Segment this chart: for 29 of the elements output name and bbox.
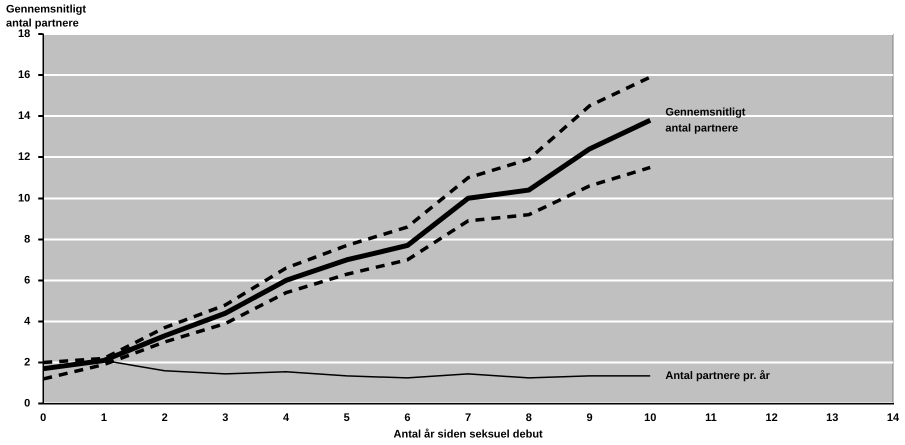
x-tick-label: 0	[40, 412, 46, 424]
x-tick-label: 6	[404, 412, 410, 424]
x-tick-label: 12	[765, 412, 778, 424]
x-tick-label: 10	[644, 412, 656, 424]
y-tick-label: 18	[18, 28, 30, 40]
y-tick-label: 8	[24, 233, 30, 246]
y-tick-label: 2	[24, 356, 30, 369]
y-tick-label: 16	[18, 69, 30, 82]
x-tick-label: 14	[886, 412, 900, 424]
series-label: Antal partnere pr. år	[665, 368, 771, 382]
y-tick-label: 6	[24, 274, 30, 286]
y-tick-label: 12	[18, 151, 30, 164]
x-tick-label: 2	[162, 412, 168, 424]
x-tick-label: 9	[586, 412, 593, 424]
x-tick-label: 5	[344, 412, 350, 424]
y-tick-label: 10	[18, 192, 30, 204]
x-tick-label: 7	[465, 412, 472, 424]
x-tick-label: 8	[526, 412, 532, 424]
x-axis-title: Antal år siden seksuel debut	[394, 427, 544, 440]
x-tick-label: 1	[100, 412, 107, 424]
y-tick-label: 4	[24, 316, 32, 328]
y-axis-title: Gennemsnitligt antal partnere	[6, 4, 86, 30]
x-tick-label: 13	[826, 412, 838, 424]
x-tick-label: 11	[705, 412, 717, 424]
series-label: Gennemsnitligt antal partnere	[665, 106, 746, 134]
y-tick-label: 14	[18, 110, 32, 122]
x-tick-label: 4	[282, 412, 290, 424]
x-tick-label: 3	[222, 412, 228, 424]
y-tick-label: 0	[24, 398, 30, 410]
